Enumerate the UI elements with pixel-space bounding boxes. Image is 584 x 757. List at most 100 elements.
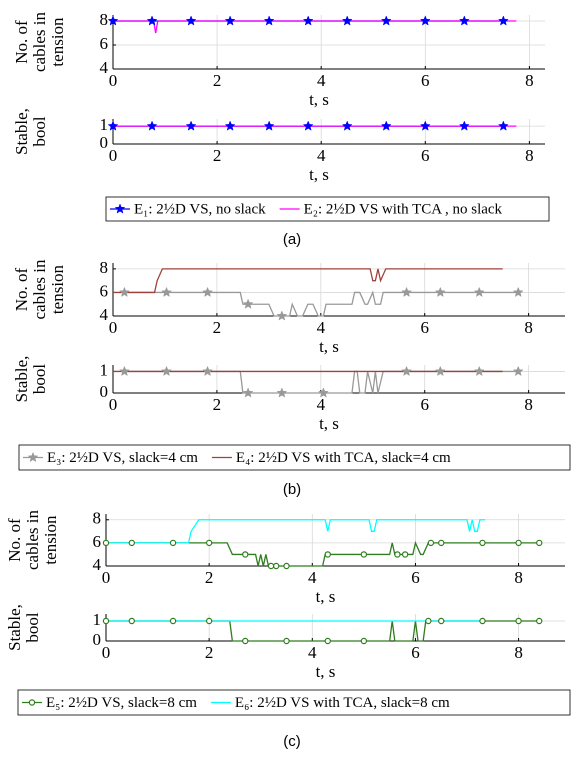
marker	[242, 637, 249, 645]
marker	[242, 387, 254, 398]
x-tick-label: 0	[109, 395, 118, 414]
x-axis-label: t, s	[309, 90, 329, 109]
x-axis-label: t, s	[319, 414, 339, 433]
marker	[380, 15, 392, 26]
marker	[324, 551, 331, 558]
y-axis-label: No. of	[12, 267, 31, 311]
legend-marker	[27, 451, 39, 463]
marker	[341, 15, 353, 26]
series-line	[124, 290, 519, 317]
marker	[169, 617, 177, 625]
y-tick-label: 4	[100, 58, 109, 77]
y-axis-label: Stable,	[12, 108, 31, 155]
y-tick-label: 6	[100, 281, 109, 300]
x-tick-label: 0	[109, 318, 118, 337]
marker	[119, 365, 130, 377]
chart: 0 2 4 6 8 01 t, s Stable, bool E₅: 2½D VS, slack=…	[5, 604, 571, 750]
marker	[394, 551, 401, 558]
series-line	[106, 620, 540, 642]
marker	[434, 365, 446, 377]
legend-label: E₅: 2½D VS, slack=8 cm	[46, 695, 197, 711]
marker	[497, 15, 509, 26]
marker	[318, 387, 329, 398]
y-tick-label: 1	[100, 115, 109, 134]
x-tick-label: 2	[213, 71, 222, 90]
y-tick-label: 8	[100, 258, 109, 277]
y-tick-label: 0	[93, 630, 102, 649]
x-tick-label: 4	[317, 318, 326, 337]
caption: (b)	[283, 481, 301, 498]
x-tick-label: 6	[421, 146, 430, 165]
marker	[302, 120, 314, 131]
legend-box	[18, 444, 571, 471]
marker	[202, 365, 213, 377]
chart: 0 2 4 6 8 4 6 8 t, s No. of cables in tension	[12, 10, 545, 109]
series-line	[106, 519, 486, 544]
series-line	[113, 268, 503, 294]
x-tick-label: 2	[213, 318, 222, 337]
marker	[425, 617, 432, 625]
marker	[473, 286, 485, 298]
marker	[515, 539, 522, 547]
marker	[185, 120, 197, 131]
marker	[224, 15, 236, 26]
x-tick-label: 8	[525, 146, 534, 165]
legend-label: E₆: 2½D VS with TCA, slack=8 cm	[235, 695, 450, 711]
marker	[267, 562, 275, 570]
x-tick-label: 8	[525, 71, 534, 90]
y-axis-label: bool	[30, 364, 49, 395]
x-tick-label: 6	[420, 318, 429, 337]
legend-box	[105, 196, 550, 222]
y-axis-label: cables in	[23, 510, 42, 570]
y-axis-label: bool	[30, 116, 49, 147]
x-tick-label: 6	[411, 643, 420, 662]
y-tick-label: 1	[93, 610, 102, 629]
x-tick-label: 6	[421, 71, 430, 90]
marker	[497, 120, 509, 131]
marker	[401, 286, 412, 298]
y-axis-label: cables in	[30, 12, 49, 72]
y-tick-label: 8	[100, 10, 109, 29]
y-tick-label: 6	[93, 532, 102, 551]
marker	[169, 539, 177, 547]
y-tick-label: 8	[93, 509, 102, 528]
marker	[161, 286, 172, 298]
x-tick-label: 2	[205, 568, 214, 587]
x-tick-label: 0	[109, 146, 118, 165]
marker	[242, 298, 254, 309]
marker	[276, 310, 288, 321]
marker	[102, 617, 110, 625]
marker	[479, 617, 486, 625]
x-tick-label: 4	[317, 146, 326, 165]
legend-box	[17, 689, 571, 716]
series-line	[124, 370, 519, 394]
marker	[324, 637, 331, 645]
y-tick-label: 1	[100, 360, 109, 379]
x-axis-label: t, s	[309, 165, 329, 184]
y-axis-label: tension	[48, 264, 67, 314]
marker	[458, 15, 470, 26]
y-axis-label: bool	[23, 612, 42, 643]
marker	[427, 539, 435, 547]
chart: 0 2 4 6 8 01 t, s Stable, bool E₁: 2½D VS, no sla…	[12, 108, 550, 248]
marker	[438, 539, 445, 547]
x-tick-label: 4	[308, 568, 317, 587]
marker	[341, 120, 353, 131]
marker	[419, 15, 431, 26]
x-axis-label: t, s	[319, 337, 339, 356]
x-tick-label: 2	[213, 146, 222, 165]
x-tick-label: 4	[317, 395, 326, 414]
marker	[128, 617, 135, 625]
legend-label: E₃: 2½D VS, slack=4 cm	[47, 450, 198, 466]
caption: (a)	[283, 231, 301, 248]
marker	[479, 539, 486, 547]
series-line	[106, 540, 540, 567]
marker	[107, 15, 119, 26]
marker	[102, 539, 110, 547]
x-tick-label: 8	[514, 643, 523, 662]
marker	[380, 120, 392, 131]
marker	[119, 286, 130, 298]
x-axis-label: t, s	[316, 662, 336, 681]
marker	[107, 120, 119, 131]
